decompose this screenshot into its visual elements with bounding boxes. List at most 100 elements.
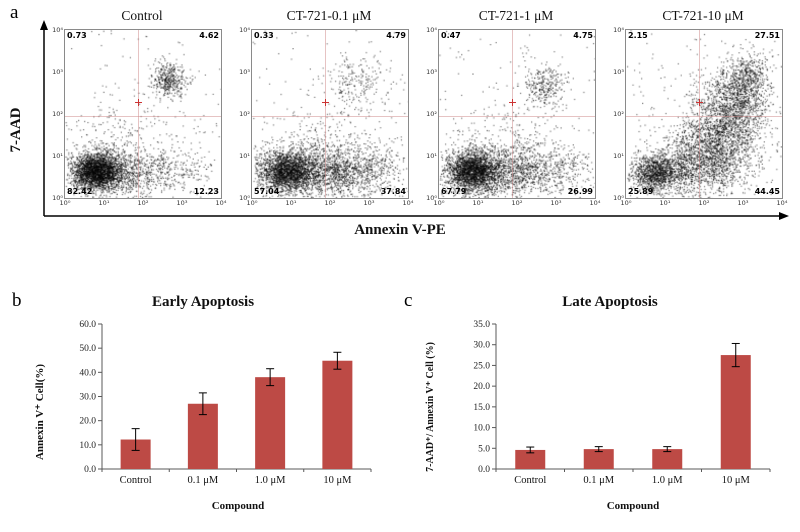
svg-text:1.0 μM: 1.0 μM — [652, 475, 683, 486]
flow-x-tick-label: 10⁰ — [246, 199, 258, 207]
flow-y-tick-label: 10² — [239, 110, 250, 118]
flow-x-tick-label: 10⁴ — [402, 199, 414, 207]
quadrant-value-top-left: 0.73 — [67, 31, 87, 40]
flow-plot-area: 0.73 4.62 82.42 12.23 10⁴ 10³ 10² 10¹ 10⁰ 10⁰… — [52, 27, 226, 207]
flow-plot-control: Control 0.73 4.62 82.42 12.23 10⁴ 10³ 10² 1… — [46, 8, 228, 220]
svg-text:10.0: 10.0 — [79, 441, 96, 451]
quadrant-horizontal-line — [626, 115, 782, 117]
flow-x-tick-label: 10⁰ — [59, 199, 71, 207]
flow-y-tick-label: 10² — [426, 110, 437, 118]
flow-y-tick-label: 10⁰ — [239, 194, 250, 202]
flow-plot-10um: CT-721-10 μM 2.15 27.51 25.89 44.45 10⁴ 1… — [607, 8, 789, 220]
flow-x-tick-label: 10¹ — [98, 199, 110, 207]
flow-y-tick-label: 10⁰ — [426, 194, 437, 202]
svg-text:Control: Control — [514, 475, 546, 486]
flow-x-axis-label: Annexin V-PE — [354, 222, 446, 238]
quadrant-horizontal-line — [252, 115, 408, 117]
quadrant-value-top-right: 4.79 — [386, 31, 406, 40]
gate-marker-icon — [322, 98, 330, 106]
svg-text:30.0: 30.0 — [473, 341, 490, 351]
svg-text:15.0: 15.0 — [473, 403, 490, 413]
svg-text:10 μM: 10 μM — [323, 475, 352, 486]
flow-x-tick-label: 10³ — [176, 199, 188, 207]
svg-text:25.0: 25.0 — [473, 361, 490, 371]
flow-x-tick-label: 10² — [511, 199, 523, 207]
gate-marker-icon — [509, 98, 517, 106]
chart-title: Late Apoptosis — [562, 294, 658, 310]
panel-a-label: a — [10, 2, 19, 23]
flow-y-tick-label: 10¹ — [426, 152, 437, 160]
svg-text:10 μM: 10 μM — [722, 475, 751, 486]
gate-marker-icon — [135, 98, 143, 106]
flow-plot-0p1um: CT-721-0.1 μM 0.33 4.79 57.04 37.84 10⁴ 1… — [233, 8, 415, 220]
svg-text:0.0: 0.0 — [84, 465, 96, 475]
flow-y-axis-label: 7-AAD — [8, 107, 24, 153]
flow-y-tick-label: 10⁴ — [426, 26, 437, 34]
svg-text:50.0: 50.0 — [79, 344, 96, 354]
quadrant-value-bottom-right: 44.45 — [754, 187, 780, 196]
late-apoptosis-chart: Late Apoptosis 7-AAD⁺/ Annexin V⁺ Cell (… — [420, 292, 795, 532]
bar-chart-svg: 0.0 5.0 10.0 15.0 20.0 25.0 30.0 35.0 Control 0.1… — [473, 320, 771, 486]
quadrant-horizontal-line — [65, 115, 221, 117]
chart-y-axis-label: Annexin V⁺ Cell(%) — [34, 363, 46, 461]
svg-text:20.0: 20.0 — [79, 417, 96, 427]
svg-text:20.0: 20.0 — [473, 382, 490, 392]
flow-x-tick-label: 10² — [137, 199, 149, 207]
flow-x-tick-label: 10³ — [550, 199, 562, 207]
flow-scatter-canvas — [252, 30, 408, 198]
svg-text:40.0: 40.0 — [79, 368, 96, 378]
svg-text:10.0: 10.0 — [473, 424, 490, 434]
flow-plot-area: 0.33 4.79 57.04 37.84 10⁴ 10³ 10² 10¹ 10⁰ 10⁰… — [239, 27, 413, 207]
svg-text:5.0: 5.0 — [478, 444, 490, 454]
flow-y-tick-label: 10⁴ — [52, 26, 63, 34]
flow-y-tick-label: 10³ — [239, 68, 250, 76]
quadrant-value-bottom-left: 57.04 — [254, 187, 280, 196]
svg-text:0.1 μM: 0.1 μM — [188, 475, 219, 486]
flow-plot-title: Control — [121, 8, 163, 23]
quadrant-horizontal-line — [439, 115, 595, 117]
flow-x-tick-label: 10³ — [363, 199, 375, 207]
flow-plot-title: CT-721-0.1 μM — [286, 8, 372, 23]
quadrant-value-top-left: 0.33 — [254, 31, 274, 40]
flow-scatter-canvas — [626, 30, 782, 198]
quadrant-value-bottom-right: 12.23 — [193, 187, 219, 196]
flow-x-tick-label: 10¹ — [659, 199, 671, 207]
quadrant-value-top-right: 27.51 — [754, 31, 780, 40]
quadrant-value-top-right: 4.62 — [199, 31, 219, 40]
svg-text:60.0: 60.0 — [79, 320, 96, 330]
flow-y-tick-label: 10² — [613, 110, 624, 118]
flow-y-tick-label: 10⁰ — [52, 194, 63, 202]
quadrant-value-bottom-left: 67.79 — [441, 187, 467, 196]
flow-scatter-canvas — [439, 30, 595, 198]
early-apoptosis-chart: Early Apoptosis Annexin V⁺ Cell(%) 0.0 10… — [28, 292, 388, 532]
quadrant-value-bottom-left: 25.89 — [628, 187, 654, 196]
flow-plot-1um: CT-721-1 μM 0.47 4.75 67.79 26.99 10⁴ 10³… — [420, 8, 602, 220]
flow-y-tick-label: 10¹ — [52, 152, 63, 160]
svg-text:0.1 μM: 0.1 μM — [583, 475, 614, 486]
quadrant-vertical-line — [512, 30, 514, 198]
quadrant-value-bottom-left: 82.42 — [67, 187, 93, 196]
flow-y-tick-label: 10³ — [52, 68, 63, 76]
flow-x-tick-label: 10⁴ — [215, 199, 227, 207]
quadrant-vertical-line — [699, 30, 701, 198]
gate-marker-icon — [696, 98, 704, 106]
flow-x-tick-label: 10⁴ — [589, 199, 601, 207]
quadrant-value-bottom-right: 37.84 — [380, 187, 406, 196]
flow-y-tick-label: 10¹ — [613, 152, 624, 160]
flow-plot-title: CT-721-1 μM — [478, 8, 554, 23]
flow-x-tick-label: 10⁰ — [620, 199, 632, 207]
flow-x-tick-label: 10³ — [737, 199, 749, 207]
svg-text:1.0 μM: 1.0 μM — [255, 475, 286, 486]
quadrant-value-top-left: 2.15 — [628, 31, 648, 40]
flow-plot-area: 2.15 27.51 25.89 44.45 10⁴ 10³ 10² 10¹ 10⁰ 10… — [613, 27, 787, 207]
flow-x-tick-label: 10¹ — [285, 199, 297, 207]
flow-plot-title: CT-721-10 μM — [662, 8, 744, 23]
flow-x-tick-label: 10⁰ — [433, 199, 445, 207]
flow-y-tick-label: 10⁰ — [613, 194, 624, 202]
panel-c-label: c — [404, 290, 413, 311]
bar-chart-svg: 0.0 10.0 20.0 30.0 40.0 50.0 60.0 Control 0.1 μM… — [79, 320, 372, 486]
flow-plot-area: 0.47 4.75 67.79 26.99 10⁴ 10³ 10² 10¹ 10⁰ 10⁰… — [426, 27, 600, 207]
flow-y-tick-label: 10² — [52, 110, 63, 118]
flow-y-tick-label: 10¹ — [239, 152, 250, 160]
